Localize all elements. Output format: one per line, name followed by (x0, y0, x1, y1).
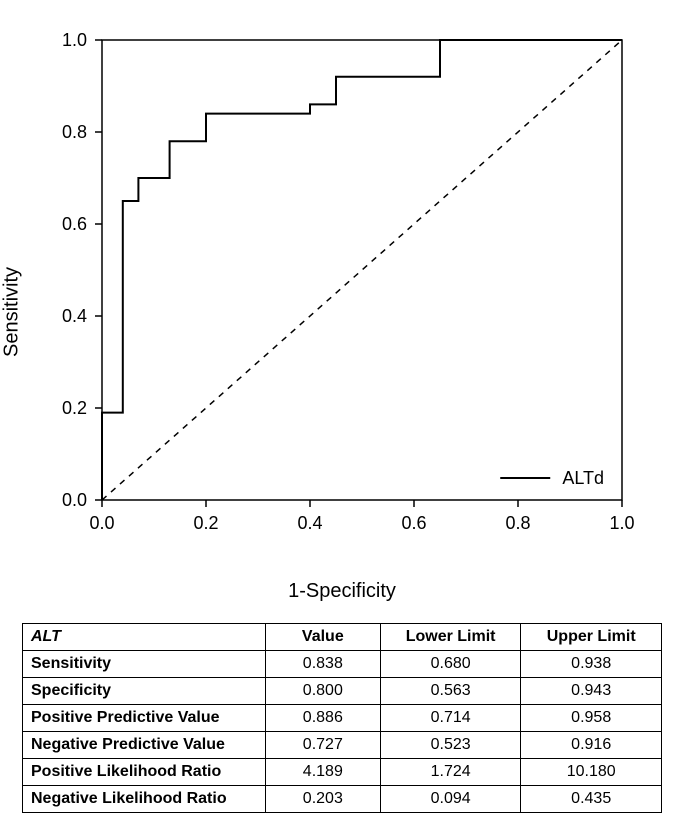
diagonal-reference-line (102, 40, 622, 500)
y-tick-label: 0.6 (62, 214, 87, 234)
table-row: Sensitivity0.8380.6800.938 (23, 651, 662, 678)
col-header: Lower Limit (380, 624, 521, 651)
row-value: 1.724 (380, 759, 521, 786)
roc-chart: Sensitivity 0.00.20.40.60.81.00.00.20.40… (22, 20, 662, 603)
row-value: 0.886 (265, 705, 380, 732)
table-header-row: ALT Value Lower Limit Upper Limit (23, 624, 662, 651)
table-row: Positive Predictive Value0.8860.7140.958 (23, 705, 662, 732)
row-value: 0.916 (521, 732, 662, 759)
row-value: 0.523 (380, 732, 521, 759)
row-label: Negative Predictive Value (23, 732, 266, 759)
row-value: 0.958 (521, 705, 662, 732)
row-label: Sensitivity (23, 651, 266, 678)
row-value: 0.800 (265, 678, 380, 705)
row-value: 0.943 (521, 678, 662, 705)
x-tick-label: 0.2 (193, 513, 218, 533)
legend-label: ALTd (562, 468, 604, 488)
table-row: Positive Likelihood Ratio4.1891.72410.18… (23, 759, 662, 786)
x-tick-label: 0.8 (505, 513, 530, 533)
y-tick-label: 0.2 (62, 398, 87, 418)
roc-svg: 0.0 0.2 0.4 0.6 0.8 1.0 0.0 0.2 0.4 0.6 0.8 1.0 ALTd (22, 20, 642, 560)
col-header: ALT (23, 624, 266, 651)
row-label: Positive Predictive Value (23, 705, 266, 732)
x-tick-label: 1.0 (609, 513, 634, 533)
y-tick-label: 0.4 (62, 306, 87, 326)
row-label: Negative Likelihood Ratio (23, 786, 266, 813)
col-header: Value (265, 624, 380, 651)
x-tick-label: 0.4 (297, 513, 322, 533)
col-header: Upper Limit (521, 624, 662, 651)
row-value: 0.714 (380, 705, 521, 732)
table-row: Negative Predictive Value0.7270.5230.916 (23, 732, 662, 759)
y-tick-label: 0.8 (62, 122, 87, 142)
table-row: Specificity0.8000.5630.943 (23, 678, 662, 705)
y-axis-label: Sensitivity (1, 266, 24, 356)
row-value: 0.938 (521, 651, 662, 678)
row-value: 0.203 (265, 786, 380, 813)
x-tick-label: 0.0 (89, 513, 114, 533)
row-label: Positive Likelihood Ratio (23, 759, 266, 786)
x-axis-label: 1-Specificity (22, 580, 662, 603)
table-row: Negative Likelihood Ratio0.2030.0940.435 (23, 786, 662, 813)
row-value: 0.680 (380, 651, 521, 678)
x-tick-label: 0.6 (401, 513, 426, 533)
row-value: 10.180 (521, 759, 662, 786)
row-label: Specificity (23, 678, 266, 705)
row-value: 0.094 (380, 786, 521, 813)
y-tick-label: 1.0 (62, 30, 87, 50)
row-value: 0.727 (265, 732, 380, 759)
row-value: 0.563 (380, 678, 521, 705)
row-value: 4.189 (265, 759, 380, 786)
y-tick-label: 0.0 (62, 490, 87, 510)
stats-table: ALT Value Lower Limit Upper Limit Sensit… (22, 623, 662, 813)
row-value: 0.838 (265, 651, 380, 678)
row-value: 0.435 (521, 786, 662, 813)
